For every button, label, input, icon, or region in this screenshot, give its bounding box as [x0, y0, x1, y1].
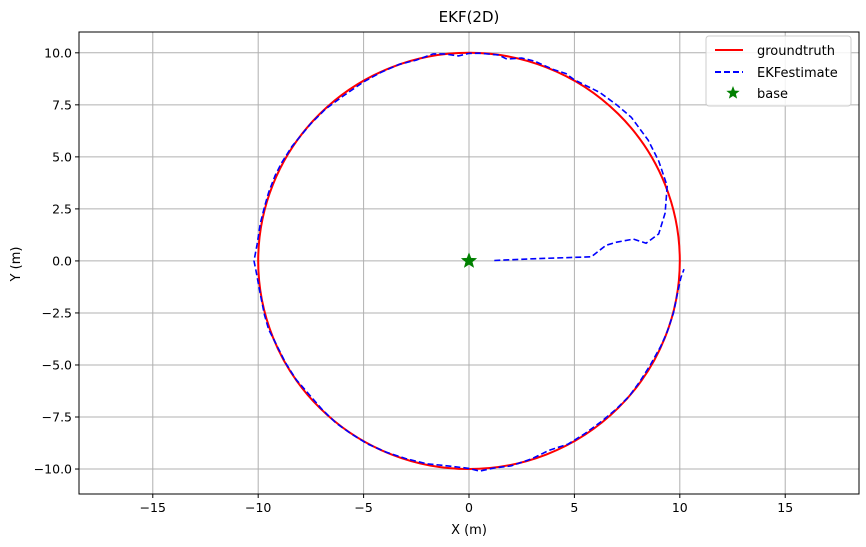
- y-tick-label: −10.0: [34, 462, 72, 477]
- x-tick-label: 15: [777, 500, 793, 515]
- x-axis-label: X (m): [451, 523, 487, 538]
- y-tick-label: −2.5: [42, 305, 72, 320]
- series: [253, 51, 685, 472]
- y-tick-label: −7.5: [42, 410, 72, 425]
- legend: groundtruth EKFestimate base: [705, 35, 852, 107]
- ekf-estimate-line: [253, 52, 685, 472]
- x-tick-label: 0: [465, 500, 473, 515]
- x-tick-label: −10: [245, 500, 271, 515]
- y-axis-ticks: 10.0 7.5 5.0 2.5 0.0 −2.5 −5.0 −7.5 −10.0: [34, 45, 79, 477]
- x-tick-label: −15: [140, 500, 166, 515]
- chart-title: EKF(2D): [439, 8, 500, 26]
- x-tick-label: −5: [354, 500, 372, 515]
- x-axis-ticks: −15 −10 −5 0 5 10 15: [140, 494, 793, 515]
- legend-box: [705, 35, 852, 107]
- legend-ekfestimate-label: EKFestimate: [757, 66, 838, 81]
- x-tick-label: 5: [570, 500, 578, 515]
- y-tick-label: −5.0: [42, 357, 72, 372]
- y-axis-label: Y (m): [9, 247, 24, 283]
- y-tick-label: 5.0: [52, 149, 72, 164]
- legend-groundtruth-label: groundtruth: [757, 44, 835, 59]
- y-tick-label: 7.5: [52, 97, 72, 112]
- legend-base-label: base: [757, 87, 788, 102]
- legend-base-star-icon: [726, 86, 740, 99]
- y-tick-label: 10.0: [44, 45, 72, 60]
- plot-area-frame: [78, 31, 860, 495]
- grid: [79, 32, 859, 494]
- x-tick-label: 10: [672, 500, 688, 515]
- base-star-marker: [460, 252, 478, 268]
- y-tick-label: 0.0: [52, 253, 72, 268]
- y-tick-label: 2.5: [52, 201, 72, 216]
